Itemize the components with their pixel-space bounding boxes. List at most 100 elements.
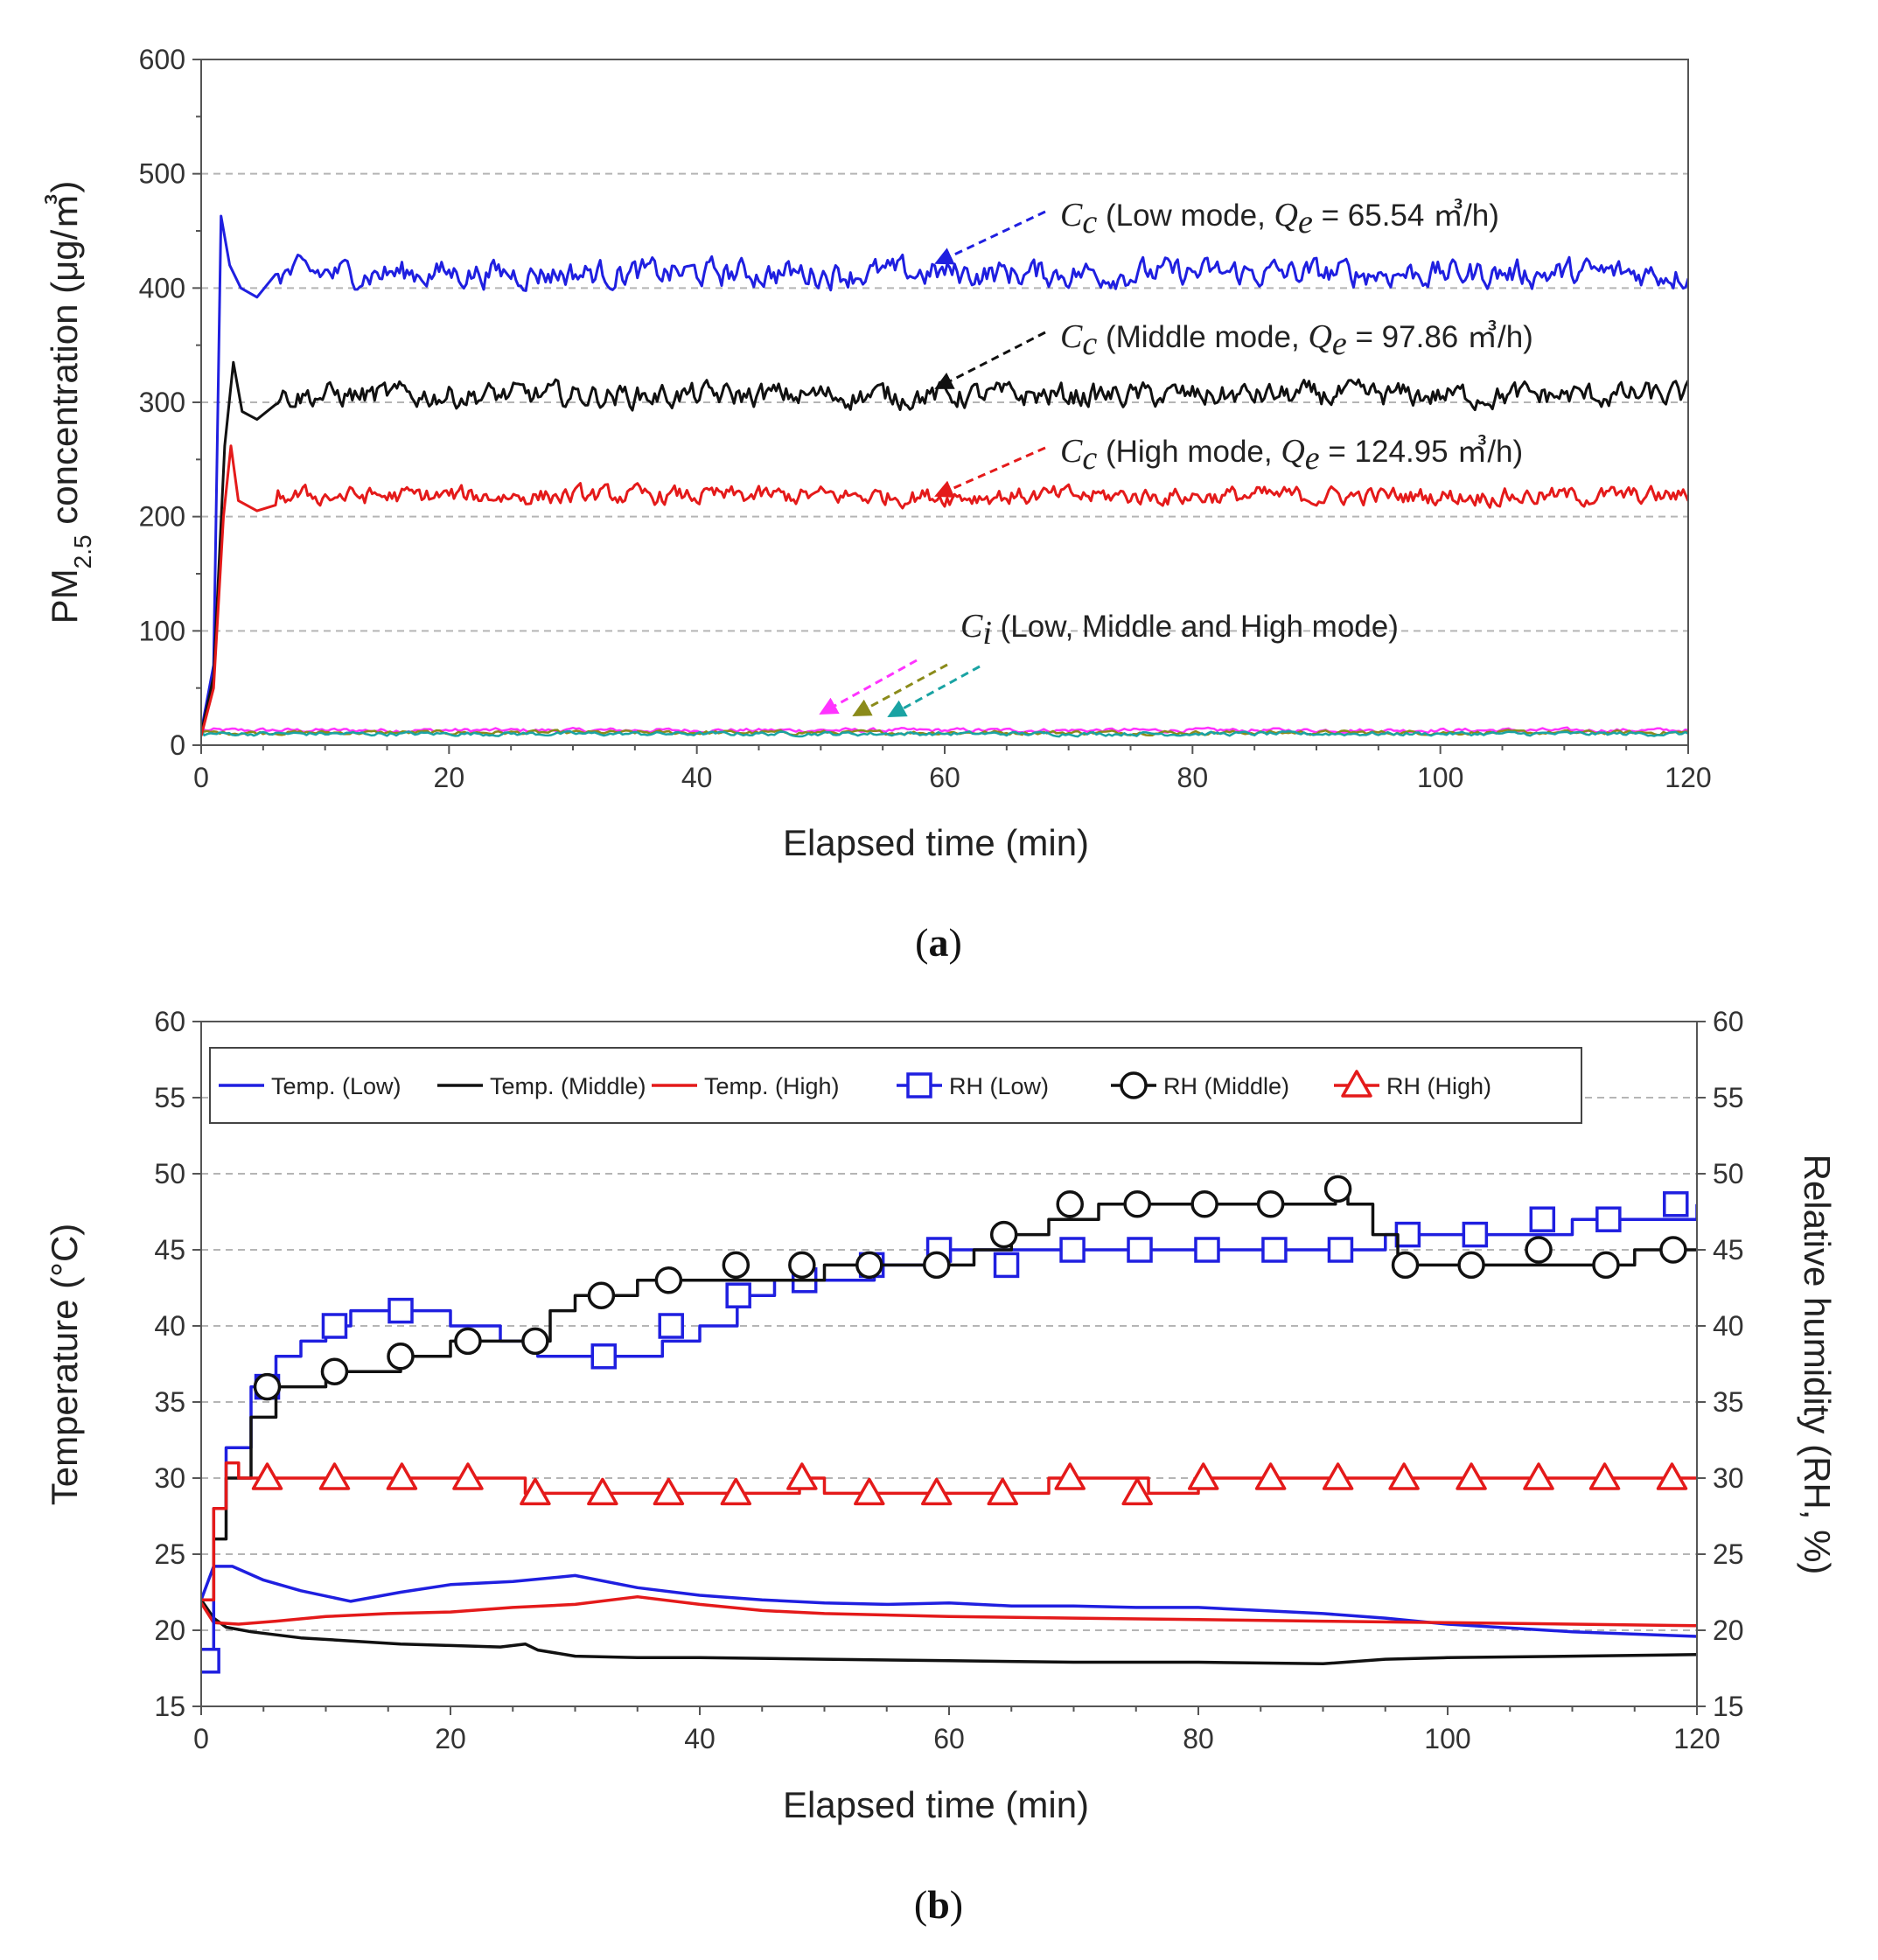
marker-b-rh-high bbox=[1254, 1462, 1287, 1490]
series-a-ci-high bbox=[201, 729, 1688, 738]
marker-b-rh-low bbox=[1194, 1237, 1220, 1263]
marker-b-rh-high bbox=[1121, 1477, 1153, 1506]
tick-label-b-y-right: 45 bbox=[1713, 1234, 1744, 1266]
series-a-cc-middle-mode bbox=[201, 360, 1688, 735]
legend-marker-4 bbox=[1120, 1071, 1148, 1099]
marker-b-rh-middle bbox=[989, 1220, 1018, 1249]
tick-label-b-y-right: 40 bbox=[1713, 1310, 1744, 1342]
panel-b-y-ticks-left: 15 20 25 30 35 40 45 50 55 60 bbox=[154, 1006, 201, 1722]
tick-label-b-y-left: 50 bbox=[154, 1158, 185, 1189]
tick-label-b-x: 120 bbox=[1673, 1723, 1720, 1754]
marker-b-rh-high bbox=[251, 1462, 283, 1490]
annotation-cc-high: Cc (High mode, Qe = 124.95 ㎥/h) bbox=[1060, 433, 1523, 477]
panel-b-y-axis-label-left: Temperature (°C) bbox=[44, 1224, 85, 1506]
legend-marker-5 bbox=[1341, 1070, 1372, 1098]
marker-b-rh-high bbox=[987, 1477, 1019, 1506]
legend-label-5: RH (High) bbox=[1386, 1073, 1491, 1099]
marker-b-rh-high bbox=[720, 1477, 752, 1506]
panel-b-gridlines bbox=[201, 1097, 1697, 1631]
marker-b-rh-middle bbox=[654, 1266, 683, 1294]
tick-label-b-x: 20 bbox=[435, 1723, 466, 1754]
marker-b-rh-middle bbox=[320, 1357, 349, 1385]
marker-b-rh-low bbox=[1595, 1206, 1622, 1232]
tick-label-b-y-right: 50 bbox=[1713, 1158, 1744, 1189]
panel-a-x-axis-label: Elapsed time (min) bbox=[783, 822, 1089, 863]
marker-b-rh-middle bbox=[855, 1251, 883, 1280]
marker-b-rh-middle bbox=[1457, 1251, 1485, 1280]
annotation-cc-middle: Cc (Middle mode, Qe = 97.86 ㎥/h) bbox=[1060, 318, 1533, 362]
panel-a-y-ticks: 0 100 200 300 400 500 600 bbox=[139, 44, 201, 761]
tick-label-b-y-left: 55 bbox=[154, 1082, 185, 1113]
tick-label-b-y-right: 15 bbox=[1713, 1691, 1744, 1722]
marker-b-rh-middle bbox=[722, 1251, 751, 1280]
marker-b-rh-low bbox=[1462, 1221, 1489, 1248]
tick-label-a-y: 300 bbox=[139, 387, 185, 418]
panel-b-x-ticks: 0 20 40 60 80 100 120 bbox=[193, 1706, 1721, 1754]
tick-label-b-y-left: 35 bbox=[154, 1386, 185, 1418]
marker-b-rh-middle bbox=[1256, 1190, 1285, 1218]
marker-b-rh-low bbox=[1394, 1221, 1421, 1248]
marker-b-rh-low bbox=[1059, 1237, 1086, 1263]
tick-label-a-y: 100 bbox=[139, 615, 185, 646]
caption-a: (a) bbox=[915, 920, 962, 965]
tick-label-a-y: 400 bbox=[139, 272, 185, 303]
arrow-ci-middle bbox=[852, 663, 948, 717]
tick-label-b-y-right: 55 bbox=[1713, 1082, 1744, 1113]
tick-label-b-y-left: 40 bbox=[154, 1310, 185, 1342]
panel-a-y-axis-label: PM2.5 concentration (μg/㎥) bbox=[44, 181, 96, 624]
tick-label-b-y-left: 20 bbox=[154, 1615, 185, 1646]
series-a-ci-low bbox=[201, 726, 1688, 735]
marker-b-rh-middle bbox=[1391, 1251, 1420, 1280]
marker-b-rh-low bbox=[993, 1252, 1020, 1279]
tick-label-b-x: 40 bbox=[684, 1723, 716, 1754]
annotation-ci: Ci (Low, Middle and High mode) bbox=[960, 608, 1399, 652]
tick-label-a-y: 200 bbox=[139, 501, 185, 533]
arrow-cc-low bbox=[934, 210, 1046, 265]
tick-label-b-x: 60 bbox=[933, 1723, 965, 1754]
panel-a-x-ticks: 0 20 40 60 80 100 120 bbox=[193, 745, 1712, 793]
marker-b-rh-low bbox=[1127, 1237, 1153, 1263]
marker-b-rh-high bbox=[1187, 1462, 1219, 1490]
marker-b-rh-high bbox=[452, 1462, 484, 1490]
marker-b-rh-high bbox=[1456, 1462, 1487, 1490]
tick-label-a-x: 60 bbox=[929, 762, 960, 793]
panel-a-gridlines bbox=[201, 172, 1688, 632]
legend-label-3: RH (Low) bbox=[949, 1073, 1049, 1099]
tick-label-b-y-left: 45 bbox=[154, 1234, 185, 1266]
arrow-ci-low bbox=[819, 659, 918, 715]
marker-b-rh-high bbox=[1322, 1462, 1354, 1490]
marker-b-rh-low bbox=[590, 1343, 618, 1370]
legend-label-2: Temp. (High) bbox=[704, 1073, 840, 1099]
panel-b-legend: Temp. (Low) Temp. (Middle) Temp. (High) RH … bbox=[209, 1047, 1582, 1124]
tick-label-b-y-right: 20 bbox=[1713, 1615, 1744, 1646]
legend-label-0: Temp. (Low) bbox=[271, 1073, 401, 1099]
marker-b-rh-low bbox=[1327, 1237, 1354, 1263]
tick-label-b-x: 80 bbox=[1183, 1723, 1214, 1754]
marker-b-rh-low bbox=[658, 1313, 684, 1339]
marker-b-rh-middle bbox=[1323, 1175, 1352, 1203]
marker-b-rh-middle bbox=[521, 1327, 549, 1356]
panel-b-y-axis-label-right: Relative humidity (RH, %) bbox=[1797, 1154, 1838, 1575]
series-b-rh-middle bbox=[201, 1187, 1697, 1601]
legend-marker-3 bbox=[906, 1072, 932, 1099]
tick-label-a-y: 600 bbox=[139, 44, 185, 75]
tick-label-a-x: 100 bbox=[1417, 762, 1463, 793]
series-b-temp-middle bbox=[201, 1599, 1697, 1666]
marker-b-rh-middle bbox=[923, 1251, 951, 1280]
tick-label-a-y: 0 bbox=[170, 729, 185, 761]
tick-label-a-x: 120 bbox=[1665, 762, 1711, 793]
legend-label-1: Temp. (Middle) bbox=[490, 1073, 646, 1099]
marker-b-rh-high bbox=[520, 1477, 551, 1506]
arrow-cc-high bbox=[934, 446, 1046, 498]
marker-b-rh-low bbox=[725, 1282, 751, 1308]
marker-b-rh-middle bbox=[1123, 1190, 1151, 1218]
marker-b-rh-low bbox=[1261, 1237, 1288, 1263]
marker-b-rh-high bbox=[1588, 1462, 1621, 1490]
series-b-temp-high bbox=[201, 1594, 1697, 1628]
series-a-cc-high-mode bbox=[201, 444, 1688, 736]
marker-b-rh-high bbox=[1523, 1462, 1554, 1490]
marker-b-rh-high bbox=[653, 1477, 685, 1506]
tick-label-b-y-left: 60 bbox=[154, 1006, 185, 1037]
marker-b-rh-middle bbox=[788, 1251, 816, 1280]
